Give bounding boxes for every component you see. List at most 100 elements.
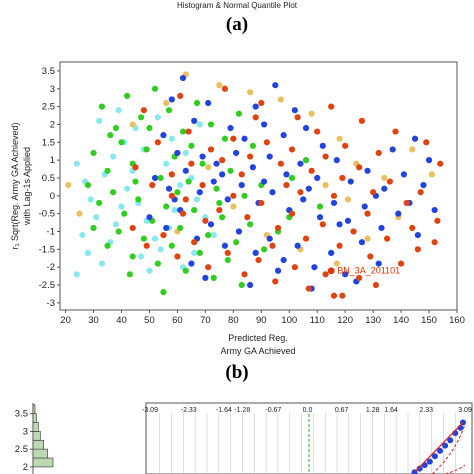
scatter-point xyxy=(302,235,310,242)
scatter-point xyxy=(428,171,435,178)
histogram-bar xyxy=(32,448,49,459)
scatter-point xyxy=(414,246,421,253)
quantile-tick-label: 0.0 xyxy=(303,407,313,414)
scatter-point xyxy=(115,107,122,114)
scatter-point xyxy=(123,185,131,192)
scatter-point xyxy=(160,132,167,139)
scatter-point xyxy=(238,281,245,289)
scatter-point xyxy=(370,189,377,196)
scatter-point xyxy=(235,228,243,235)
scatter-point xyxy=(409,224,416,232)
scatter-point xyxy=(151,174,159,182)
scatter-point xyxy=(386,178,394,185)
scatter-point xyxy=(137,114,145,121)
scatter-point xyxy=(260,178,268,185)
panel-label-a: (a) xyxy=(226,14,248,35)
scatter-point xyxy=(163,203,170,210)
scatter-point xyxy=(90,149,97,157)
scatter-point xyxy=(191,249,198,257)
scatter-point xyxy=(221,242,229,249)
scatter-point xyxy=(227,167,234,174)
scatter-point xyxy=(302,157,310,164)
scatter-point xyxy=(207,121,215,128)
scatter-point xyxy=(336,135,343,142)
quantile-tick-label: 2.33 xyxy=(419,407,433,414)
scatter-point xyxy=(188,160,195,167)
scatter-points xyxy=(65,71,444,299)
scatter-point xyxy=(322,271,329,278)
quantile-point xyxy=(437,447,444,454)
scatter-point xyxy=(330,192,338,199)
scatter-point xyxy=(241,192,248,199)
scatter-point xyxy=(191,206,198,214)
y-axis-label-line-2: with Lag-1s Applied xyxy=(22,147,32,226)
scatter-point xyxy=(98,260,106,267)
scatter-point xyxy=(280,256,287,264)
scatter-point xyxy=(110,189,117,196)
scatter-point xyxy=(199,153,206,160)
scatter-point xyxy=(364,235,371,242)
quantile-point xyxy=(447,437,454,444)
scatter-point xyxy=(140,107,147,114)
scatter-point xyxy=(182,267,189,274)
scatter-point xyxy=(107,132,114,139)
scatter-point xyxy=(202,274,209,281)
scatter-point xyxy=(199,182,206,189)
scatter-point xyxy=(397,260,405,267)
scatter-point xyxy=(185,128,192,135)
scatter-point xyxy=(205,264,212,271)
x-tick-label: 80 xyxy=(228,315,239,326)
x-axis-label-line-2: Army GA Achieved xyxy=(220,346,295,356)
scatter-point xyxy=(177,182,184,189)
scatter-point xyxy=(146,267,153,274)
x-tick-label: 20 xyxy=(60,315,71,326)
scatter-point xyxy=(381,174,388,182)
y-tick-label: -2.5 xyxy=(39,280,55,291)
scatter-point xyxy=(160,231,167,239)
scatter-point xyxy=(244,214,251,221)
scatter-point xyxy=(417,189,424,196)
x-tick-label: 110 xyxy=(310,315,325,326)
scatter-point xyxy=(196,189,203,196)
scatter-point xyxy=(224,196,231,203)
quantile-point xyxy=(431,453,438,460)
scatter-point xyxy=(291,107,298,114)
scatter-point xyxy=(274,267,282,274)
scatter-point xyxy=(104,167,111,174)
scatter-point xyxy=(87,196,94,203)
scatter-point xyxy=(90,224,97,232)
scatter-point xyxy=(157,174,164,182)
scatter-point xyxy=(342,271,349,278)
scatter-point xyxy=(272,278,279,285)
scatter-point xyxy=(165,185,173,192)
x-tick-label: 60 xyxy=(172,315,183,326)
y-tick-label: 2.5 xyxy=(42,102,55,113)
hist-y-tick-label: 3 xyxy=(23,426,28,437)
quantile-point xyxy=(416,465,423,472)
scatter-point xyxy=(330,292,338,299)
scatter-point xyxy=(266,235,273,242)
y-tick-label: -0.5 xyxy=(39,209,55,220)
x-axis-ticks: 20 30 40 50 60 70 80 90 100 110 120 130 140 150 160 xyxy=(60,310,465,326)
x-tick-label: 150 xyxy=(421,315,437,326)
scatter-point xyxy=(437,160,444,167)
scatter-point xyxy=(330,199,338,207)
y-axis-label-line-1: r₁ Sqrt(Reg. Army GA Achieved) xyxy=(10,122,20,249)
scatter-point xyxy=(425,157,433,164)
scatter-point xyxy=(213,185,220,192)
scatter-point xyxy=(266,153,273,160)
scatter-point xyxy=(322,153,329,160)
x-tick-label: 40 xyxy=(116,315,127,326)
scatter-point xyxy=(191,117,198,124)
scatter-point xyxy=(247,221,254,228)
scatter-point xyxy=(350,228,357,235)
scatter-point xyxy=(196,249,203,257)
scatter-point xyxy=(288,146,296,153)
scatter-point xyxy=(221,85,229,92)
quantile-tick-label: 1.64 xyxy=(384,407,398,414)
scatter-point xyxy=(168,96,175,103)
x-tick-label: 120 xyxy=(337,315,353,326)
scatter-point xyxy=(319,142,326,149)
quantile-tick-label: 0.67 xyxy=(335,407,349,414)
quantile-fit-line xyxy=(414,422,464,473)
